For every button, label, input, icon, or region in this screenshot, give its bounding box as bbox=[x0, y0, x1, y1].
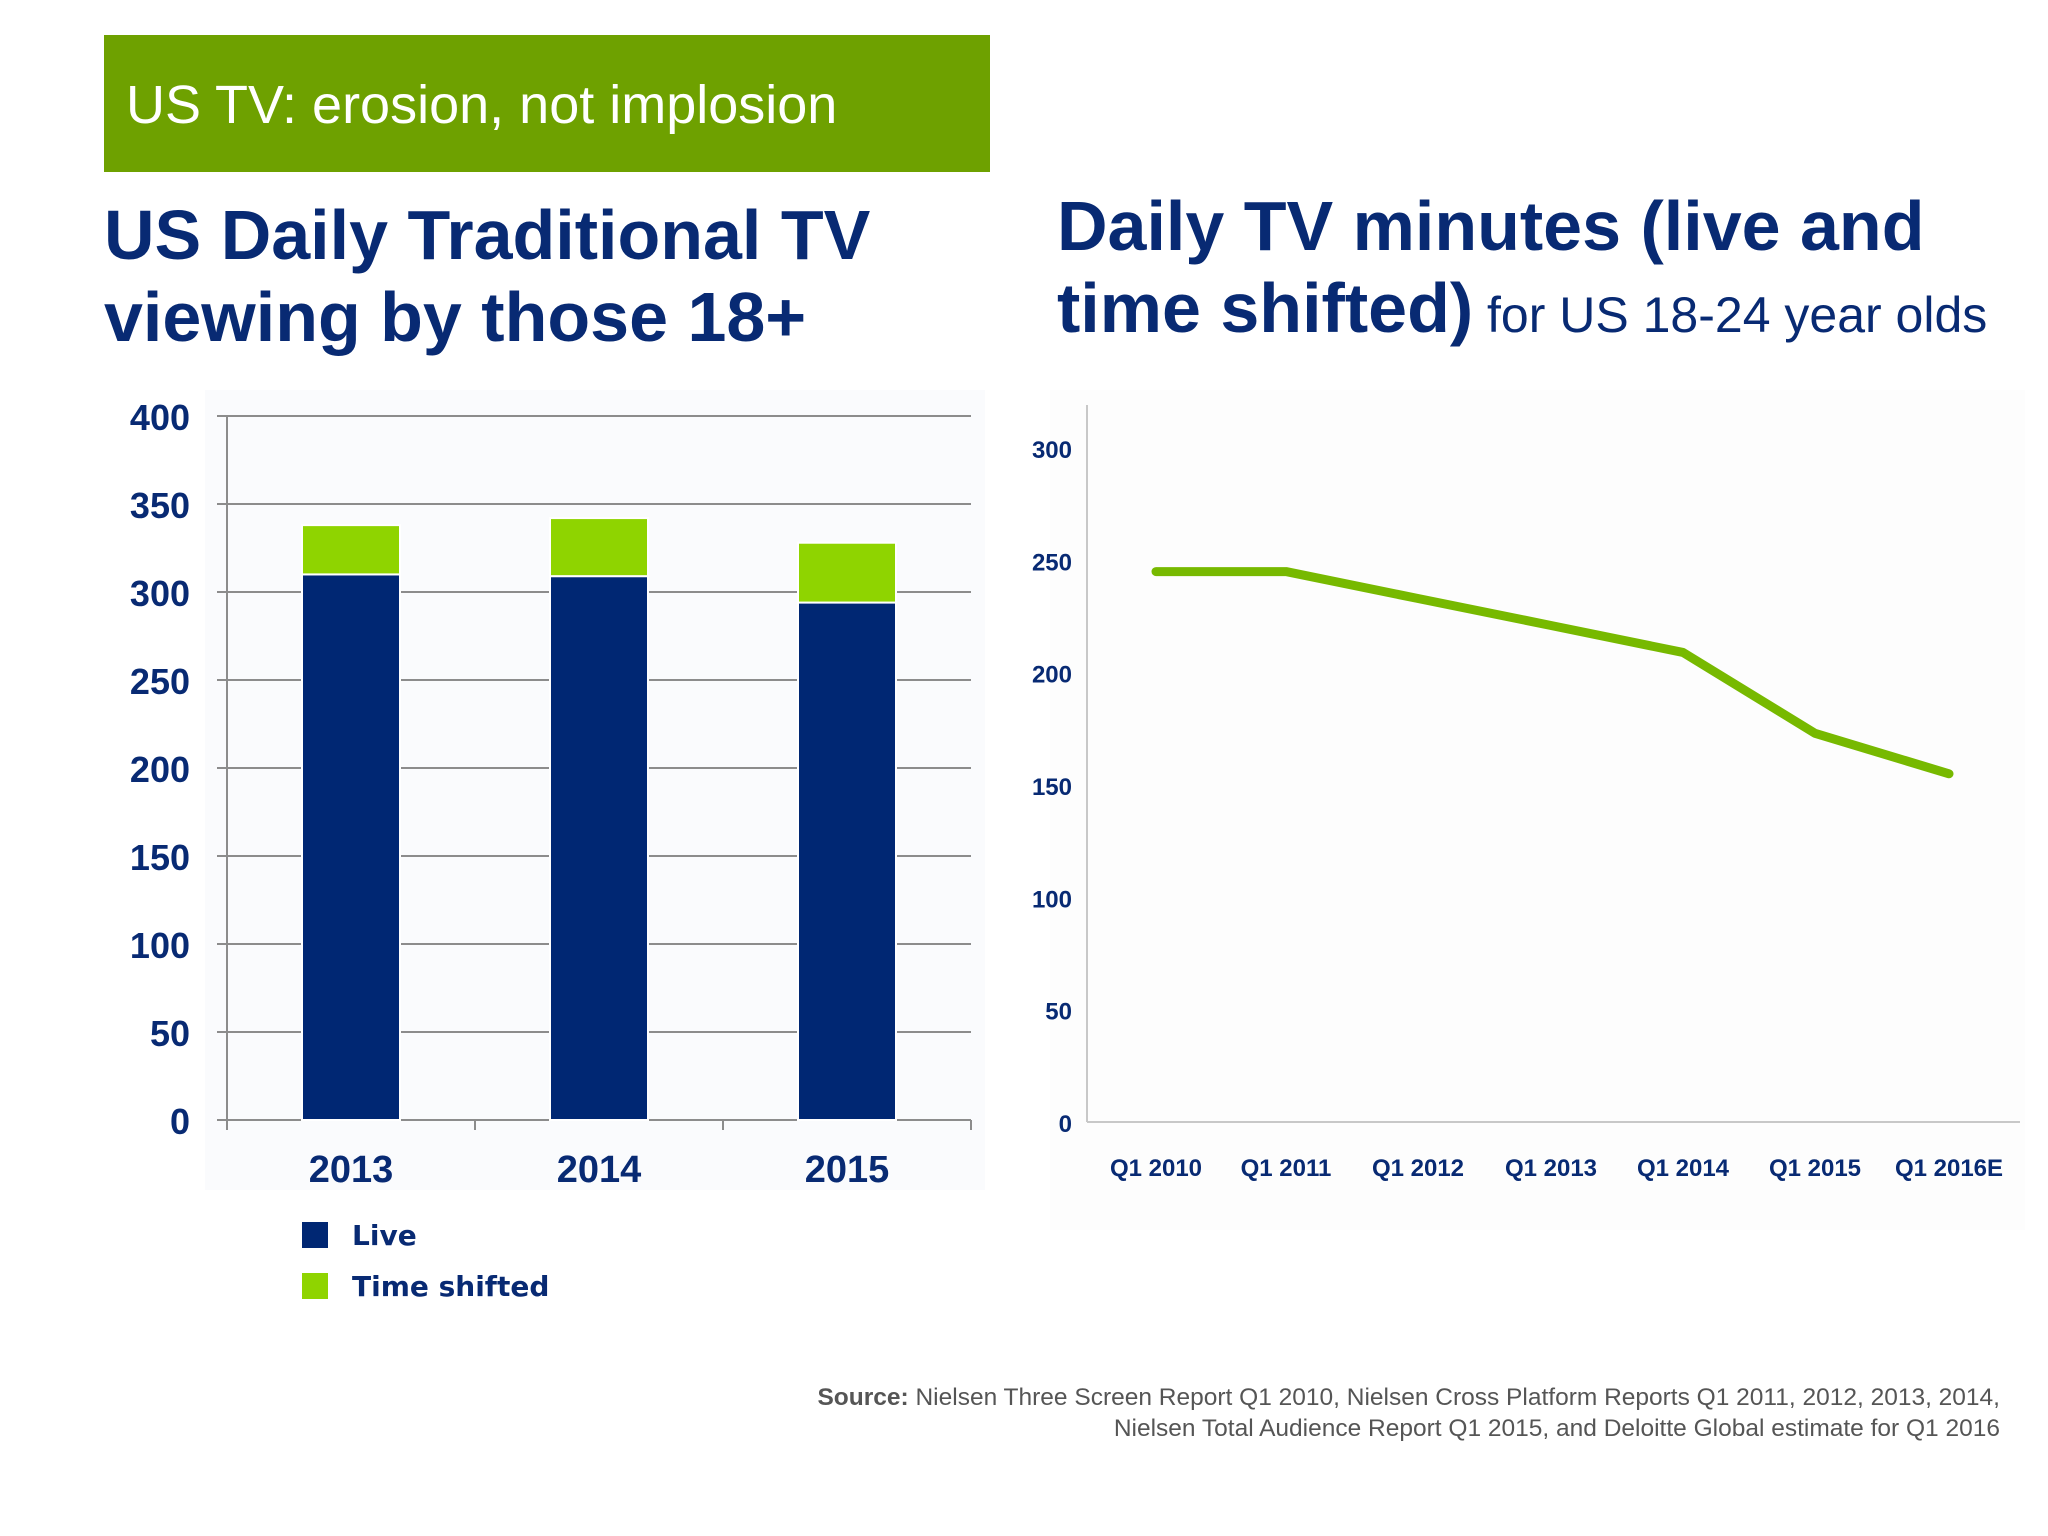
line-y-tick-label: 150 bbox=[1032, 774, 1072, 801]
line-y-tick-label: 200 bbox=[1032, 662, 1072, 689]
line-x-tick-label: Q1 2014 bbox=[1637, 1155, 1730, 1182]
line-chart-title: Daily TV minutes (live and time shifted)… bbox=[1057, 185, 2017, 356]
bar-time-shifted-segment bbox=[301, 524, 401, 576]
line-x-tick-label: Q1 2016E bbox=[1895, 1155, 2003, 1182]
bar-y-tick-label: 300 bbox=[130, 573, 190, 614]
bar-live-segment bbox=[301, 573, 401, 1121]
bar-y-tick-label: 50 bbox=[150, 1013, 190, 1054]
line-x-tick-label: Q1 2015 bbox=[1769, 1155, 1861, 1182]
bar-x-tick-label: 2014 bbox=[557, 1149, 642, 1191]
bar-y-tick-label: 250 bbox=[130, 661, 190, 702]
line-y-tick-label: 50 bbox=[1045, 999, 1072, 1026]
line-data-point bbox=[1416, 596, 1420, 601]
bar-y-tick-label: 150 bbox=[130, 837, 190, 878]
bar-x-tick-label: 2013 bbox=[309, 1149, 394, 1191]
line-data-point bbox=[1947, 771, 1951, 776]
legend-time-shifted-swatch bbox=[302, 1273, 328, 1299]
bar-live-segment bbox=[549, 575, 649, 1121]
banner-title: US TV: erosion, not implosion bbox=[126, 75, 838, 135]
bar-y-tick-label: 200 bbox=[130, 749, 190, 790]
bar-live-segment bbox=[797, 601, 897, 1121]
bar-y-tick-label: 400 bbox=[130, 397, 190, 438]
legend-live-label: Live bbox=[352, 1219, 417, 1252]
bar-time-shifted-segment bbox=[549, 517, 649, 578]
source-line2: Nielsen Total Audience Report Q1 2015, a… bbox=[1113, 1415, 2000, 1442]
line-x-tick-label: Q1 2012 bbox=[1372, 1155, 1464, 1182]
legend-time-shifted-label: Time shifted bbox=[352, 1270, 549, 1303]
title-banner: US TV: erosion, not implosion bbox=[104, 35, 990, 172]
bar-y-tick-label: 350 bbox=[130, 485, 190, 526]
bar-y-tick-label: 100 bbox=[130, 925, 190, 966]
source-line1: Nielsen Three Screen Report Q1 2010, Nie… bbox=[915, 1384, 2000, 1411]
line-data-point bbox=[1813, 731, 1817, 736]
line-data-point bbox=[1549, 623, 1553, 628]
line-y-tick-label: 100 bbox=[1032, 886, 1072, 913]
line-plot-background bbox=[1050, 390, 2025, 1230]
bar-chart-title-line2: viewing by those 18+ bbox=[104, 278, 807, 356]
bar-time-shifted-segment bbox=[797, 541, 897, 604]
bar-y-tick-label: 0 bbox=[170, 1101, 190, 1142]
bar-chart-title-line1: US Daily Traditional TV bbox=[104, 196, 871, 274]
line-x-tick-label: Q1 2010 bbox=[1110, 1155, 1202, 1182]
line-y-tick-label: 250 bbox=[1032, 549, 1072, 576]
line-y-tick-label: 0 bbox=[1059, 1111, 1072, 1138]
source-note: Source: Nielsen Three Screen Report Q1 2… bbox=[600, 1382, 2000, 1444]
line-x-tick-label: Q1 2011 bbox=[1241, 1155, 1332, 1182]
line-data-point bbox=[1681, 650, 1685, 655]
bar-x-tick-label: 2015 bbox=[805, 1149, 890, 1191]
line-data-point bbox=[1284, 569, 1288, 574]
line-data-point bbox=[1154, 569, 1158, 574]
line-chart-title-line2: time shifted) bbox=[1057, 269, 1474, 347]
legend-live-swatch bbox=[302, 1222, 328, 1248]
line-chart-subtitle: for US 18-24 year olds bbox=[1473, 287, 1988, 343]
source-label: Source: bbox=[817, 1384, 909, 1411]
line-x-tick-label: Q1 2013 bbox=[1505, 1155, 1597, 1182]
line-chart-title-line1: Daily TV minutes (live and bbox=[1057, 187, 1925, 265]
line-y-tick-label: 300 bbox=[1032, 437, 1072, 464]
bar-chart-title: US Daily Traditional TV viewing by those… bbox=[104, 194, 1004, 358]
